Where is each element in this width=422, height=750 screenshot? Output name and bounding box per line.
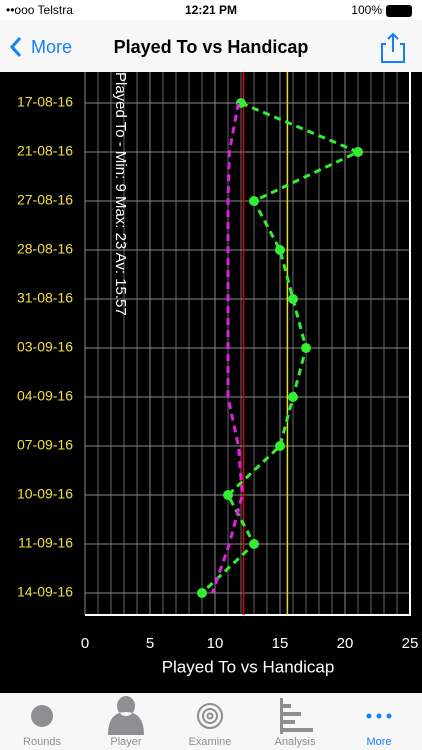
tab-icon[interactable] <box>108 696 144 735</box>
carrier: ••ooo Telstra <box>6 3 73 17</box>
x-tick-label: 20 <box>337 635 354 652</box>
y-tick-label: 28-08-16 <box>17 241 73 257</box>
battery-text: 100% <box>351 3 382 17</box>
data-point <box>353 147 363 157</box>
data-point <box>301 343 311 353</box>
time: 12:21 PM <box>185 3 237 17</box>
nav-bar <box>0 20 422 72</box>
y-tick-label: 14-09-16 <box>17 584 73 600</box>
tab-icon[interactable] <box>197 703 223 729</box>
back-button[interactable]: More <box>31 37 72 57</box>
tab-label[interactable]: Examine <box>189 736 232 748</box>
tab-label[interactable]: Analysis <box>275 736 316 748</box>
x-tick-label: 0 <box>81 635 89 652</box>
annotation: Played To - Min: 9 Max: 23 Av: 15.57 <box>112 72 129 316</box>
y-tick-label: 11-09-16 <box>18 535 73 551</box>
data-point <box>223 490 233 500</box>
tab-label[interactable]: Player <box>110 736 142 748</box>
x-axis-label: Played To vs Handicap <box>162 657 335 676</box>
back-chevron[interactable] <box>9 37 22 57</box>
y-tick-label: 04-09-16 <box>17 388 73 404</box>
battery-icon <box>386 5 412 17</box>
status-bar <box>0 0 422 20</box>
x-tick-label: 10 <box>207 635 224 652</box>
y-tick-label: 17-08-16 <box>17 94 73 110</box>
y-tick-label: 10-09-16 <box>17 486 73 502</box>
data-point <box>275 245 285 255</box>
tab-icon[interactable] <box>31 705 53 727</box>
data-point <box>249 539 259 549</box>
data-point <box>275 441 285 451</box>
tab-icon[interactable] <box>366 713 392 719</box>
y-tick-label: 03-09-16 <box>17 339 73 355</box>
y-tick-label: 07-09-16 <box>17 437 73 453</box>
tab-label[interactable]: More <box>366 736 391 748</box>
share-button[interactable] <box>381 32 405 63</box>
tab-icon[interactable] <box>280 698 313 734</box>
data-point <box>249 196 259 206</box>
x-tick-label: 25 <box>402 635 419 652</box>
chart: 0 5 10 15 20 25 17-08-16 21-08-16 27-08-16 28-08-… <box>17 72 418 652</box>
y-tick-label: 31-08-16 <box>17 290 73 306</box>
x-tick-label: 15 <box>272 635 289 652</box>
data-point <box>288 392 298 402</box>
data-point <box>197 588 207 598</box>
data-point <box>288 294 298 304</box>
nav-title: Played To vs Handicap <box>114 37 309 57</box>
tab-label[interactable]: Rounds <box>23 736 61 748</box>
tab-bar <box>0 693 422 750</box>
y-tick-label: 27-08-16 <box>17 192 73 208</box>
x-tick-label: 5 <box>146 635 154 652</box>
series-line <box>210 102 244 594</box>
y-tick-label: 21-08-16 <box>17 143 73 159</box>
